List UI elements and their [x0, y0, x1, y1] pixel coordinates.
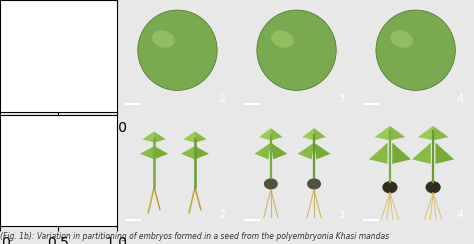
Ellipse shape: [152, 30, 175, 48]
Polygon shape: [259, 128, 271, 140]
Polygon shape: [154, 132, 166, 143]
Polygon shape: [314, 143, 330, 159]
Polygon shape: [418, 126, 433, 140]
Polygon shape: [140, 146, 154, 159]
Ellipse shape: [390, 30, 413, 48]
Polygon shape: [195, 132, 207, 143]
Polygon shape: [255, 143, 271, 159]
Polygon shape: [314, 128, 326, 140]
Ellipse shape: [264, 178, 278, 190]
Ellipse shape: [426, 181, 441, 193]
Text: 4: 4: [456, 210, 464, 220]
Ellipse shape: [376, 10, 456, 90]
Text: 2: 2: [218, 94, 225, 104]
Ellipse shape: [18, 10, 98, 90]
Polygon shape: [433, 126, 448, 140]
Text: 3: 3: [337, 94, 345, 104]
Polygon shape: [18, 124, 33, 139]
Polygon shape: [436, 143, 454, 164]
Ellipse shape: [271, 30, 294, 48]
Polygon shape: [369, 143, 388, 164]
Polygon shape: [154, 146, 168, 159]
Polygon shape: [390, 126, 405, 140]
Ellipse shape: [383, 181, 398, 193]
Ellipse shape: [138, 10, 217, 90]
Text: 4: 4: [456, 94, 464, 104]
Polygon shape: [392, 143, 411, 164]
Polygon shape: [302, 128, 314, 140]
Polygon shape: [183, 132, 195, 143]
Ellipse shape: [307, 178, 321, 190]
Text: 2: 2: [218, 210, 225, 220]
Text: 1: 1: [99, 210, 106, 220]
Ellipse shape: [257, 10, 336, 90]
Polygon shape: [375, 126, 390, 140]
Polygon shape: [195, 146, 209, 159]
Polygon shape: [298, 143, 314, 159]
Text: (Fig. 1b): Variation in partitioning of embryos formed in a seed from the polyem: (Fig. 1b): Variation in partitioning of …: [0, 232, 389, 241]
Text: 3: 3: [337, 210, 345, 220]
Ellipse shape: [33, 30, 56, 48]
Polygon shape: [271, 128, 283, 140]
Polygon shape: [181, 146, 195, 159]
Polygon shape: [142, 132, 154, 143]
Polygon shape: [271, 143, 287, 159]
Text: 1: 1: [99, 94, 106, 104]
Polygon shape: [412, 143, 431, 164]
